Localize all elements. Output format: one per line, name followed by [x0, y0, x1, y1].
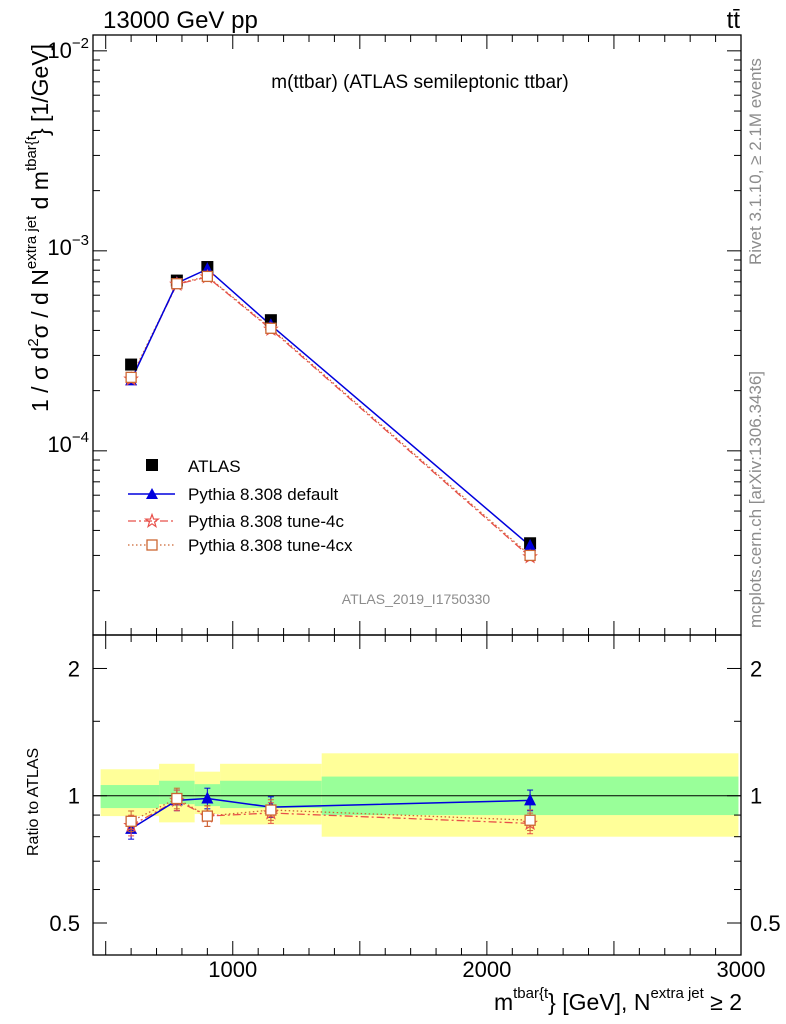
xtick-labels: 1000 2000 3000 — [208, 957, 765, 982]
data-point-3-0 — [125, 371, 137, 384]
ratio-point-0-4 — [524, 793, 537, 806]
data-point-0-0 — [125, 358, 138, 371]
data-point-3-3 — [265, 322, 277, 334]
plot-title: m(ttbar) (ATLAS semileptonic ttbar) — [271, 72, 568, 93]
legend-label-tune4c: Pythia 8.308 tune-4c — [188, 512, 344, 531]
ratio-ytick-label-right: 1 — [750, 784, 762, 809]
legend-marker-tune4c — [144, 512, 160, 528]
ytick-label-1e-3: 10−3 — [47, 232, 89, 260]
ratio-ytick-label-left: 0.5 — [49, 911, 80, 936]
ratio-point-2-4 — [524, 814, 536, 826]
ratio-uncertainty-bands — [100, 753, 739, 837]
rivet-version-label: Rivet 3.1.10, ≥ 2.1M events — [746, 58, 765, 265]
ratio-point-2-1 — [171, 792, 183, 805]
ratio-y-axis-title: Ratio to ATLAS — [25, 748, 42, 856]
ratio-ytick-labels: 0.5 0.5 1 1 2 2 — [49, 656, 780, 936]
ratio-ytick-label-left: 1 — [68, 784, 80, 809]
ratio-ytick-label-left: 2 — [68, 656, 80, 681]
analysis-id-watermark: ATLAS_2019_I1750330 — [342, 591, 491, 607]
data-point-3-1 — [171, 278, 183, 290]
xtick-label: 3000 — [717, 957, 766, 982]
legend-label-tune4cx: Pythia 8.308 tune-4cx — [188, 536, 353, 555]
ratio-point-0-2 — [201, 791, 214, 804]
ytick-label-1e-2: 10−2 — [47, 35, 89, 63]
ratio-point-2-0 — [125, 815, 137, 827]
mcplots-label: mcplots.cern.ch [arXiv:1306.3436] — [746, 371, 765, 628]
ytick-label-1e-4: 10−4 — [47, 429, 89, 457]
legend-marker-atlas — [146, 459, 158, 471]
ratio-plot-frame — [92, 634, 742, 956]
data-point-3-4 — [524, 549, 536, 562]
data-point-1-4 — [524, 538, 537, 551]
xtick-label: 2000 — [462, 957, 511, 982]
data-point-3-2 — [201, 270, 214, 283]
header-energy-label: 13000 GeV pp — [103, 7, 258, 34]
header-process-label: tt̄ — [727, 7, 741, 34]
legend-marker-tune4cx — [146, 539, 158, 551]
y-axis-title: 1 / σ d2σ / d Nextra jet d mtbar{t} [1/G… — [23, 44, 53, 412]
ratio-point-2-3 — [265, 804, 277, 816]
ratio-band-inner — [100, 785, 160, 809]
legend: ATLAS Pythia 8.308 default Pythia 8.308 … — [128, 457, 353, 555]
main-plot-data — [123, 261, 538, 564]
axis-ticks — [93, 35, 742, 955]
legend-marker-default — [146, 488, 158, 499]
series-line-3 — [130, 275, 531, 556]
xtick-label: 1000 — [208, 957, 257, 982]
x-axis-title: mtbar{t} [GeV], Nextra jet ≥ 2 — [494, 985, 742, 1015]
ratio-plot-data — [123, 787, 538, 840]
ratio-line-2 — [130, 797, 531, 822]
legend-label-atlas: ATLAS — [188, 457, 241, 476]
legend-label-default: Pythia 8.308 default — [188, 485, 339, 504]
ratio-ytick-label-right: 2 — [750, 656, 762, 681]
ratio-point-2-2 — [201, 810, 214, 822]
ratio-ytick-label-right: 0.5 — [750, 911, 781, 936]
